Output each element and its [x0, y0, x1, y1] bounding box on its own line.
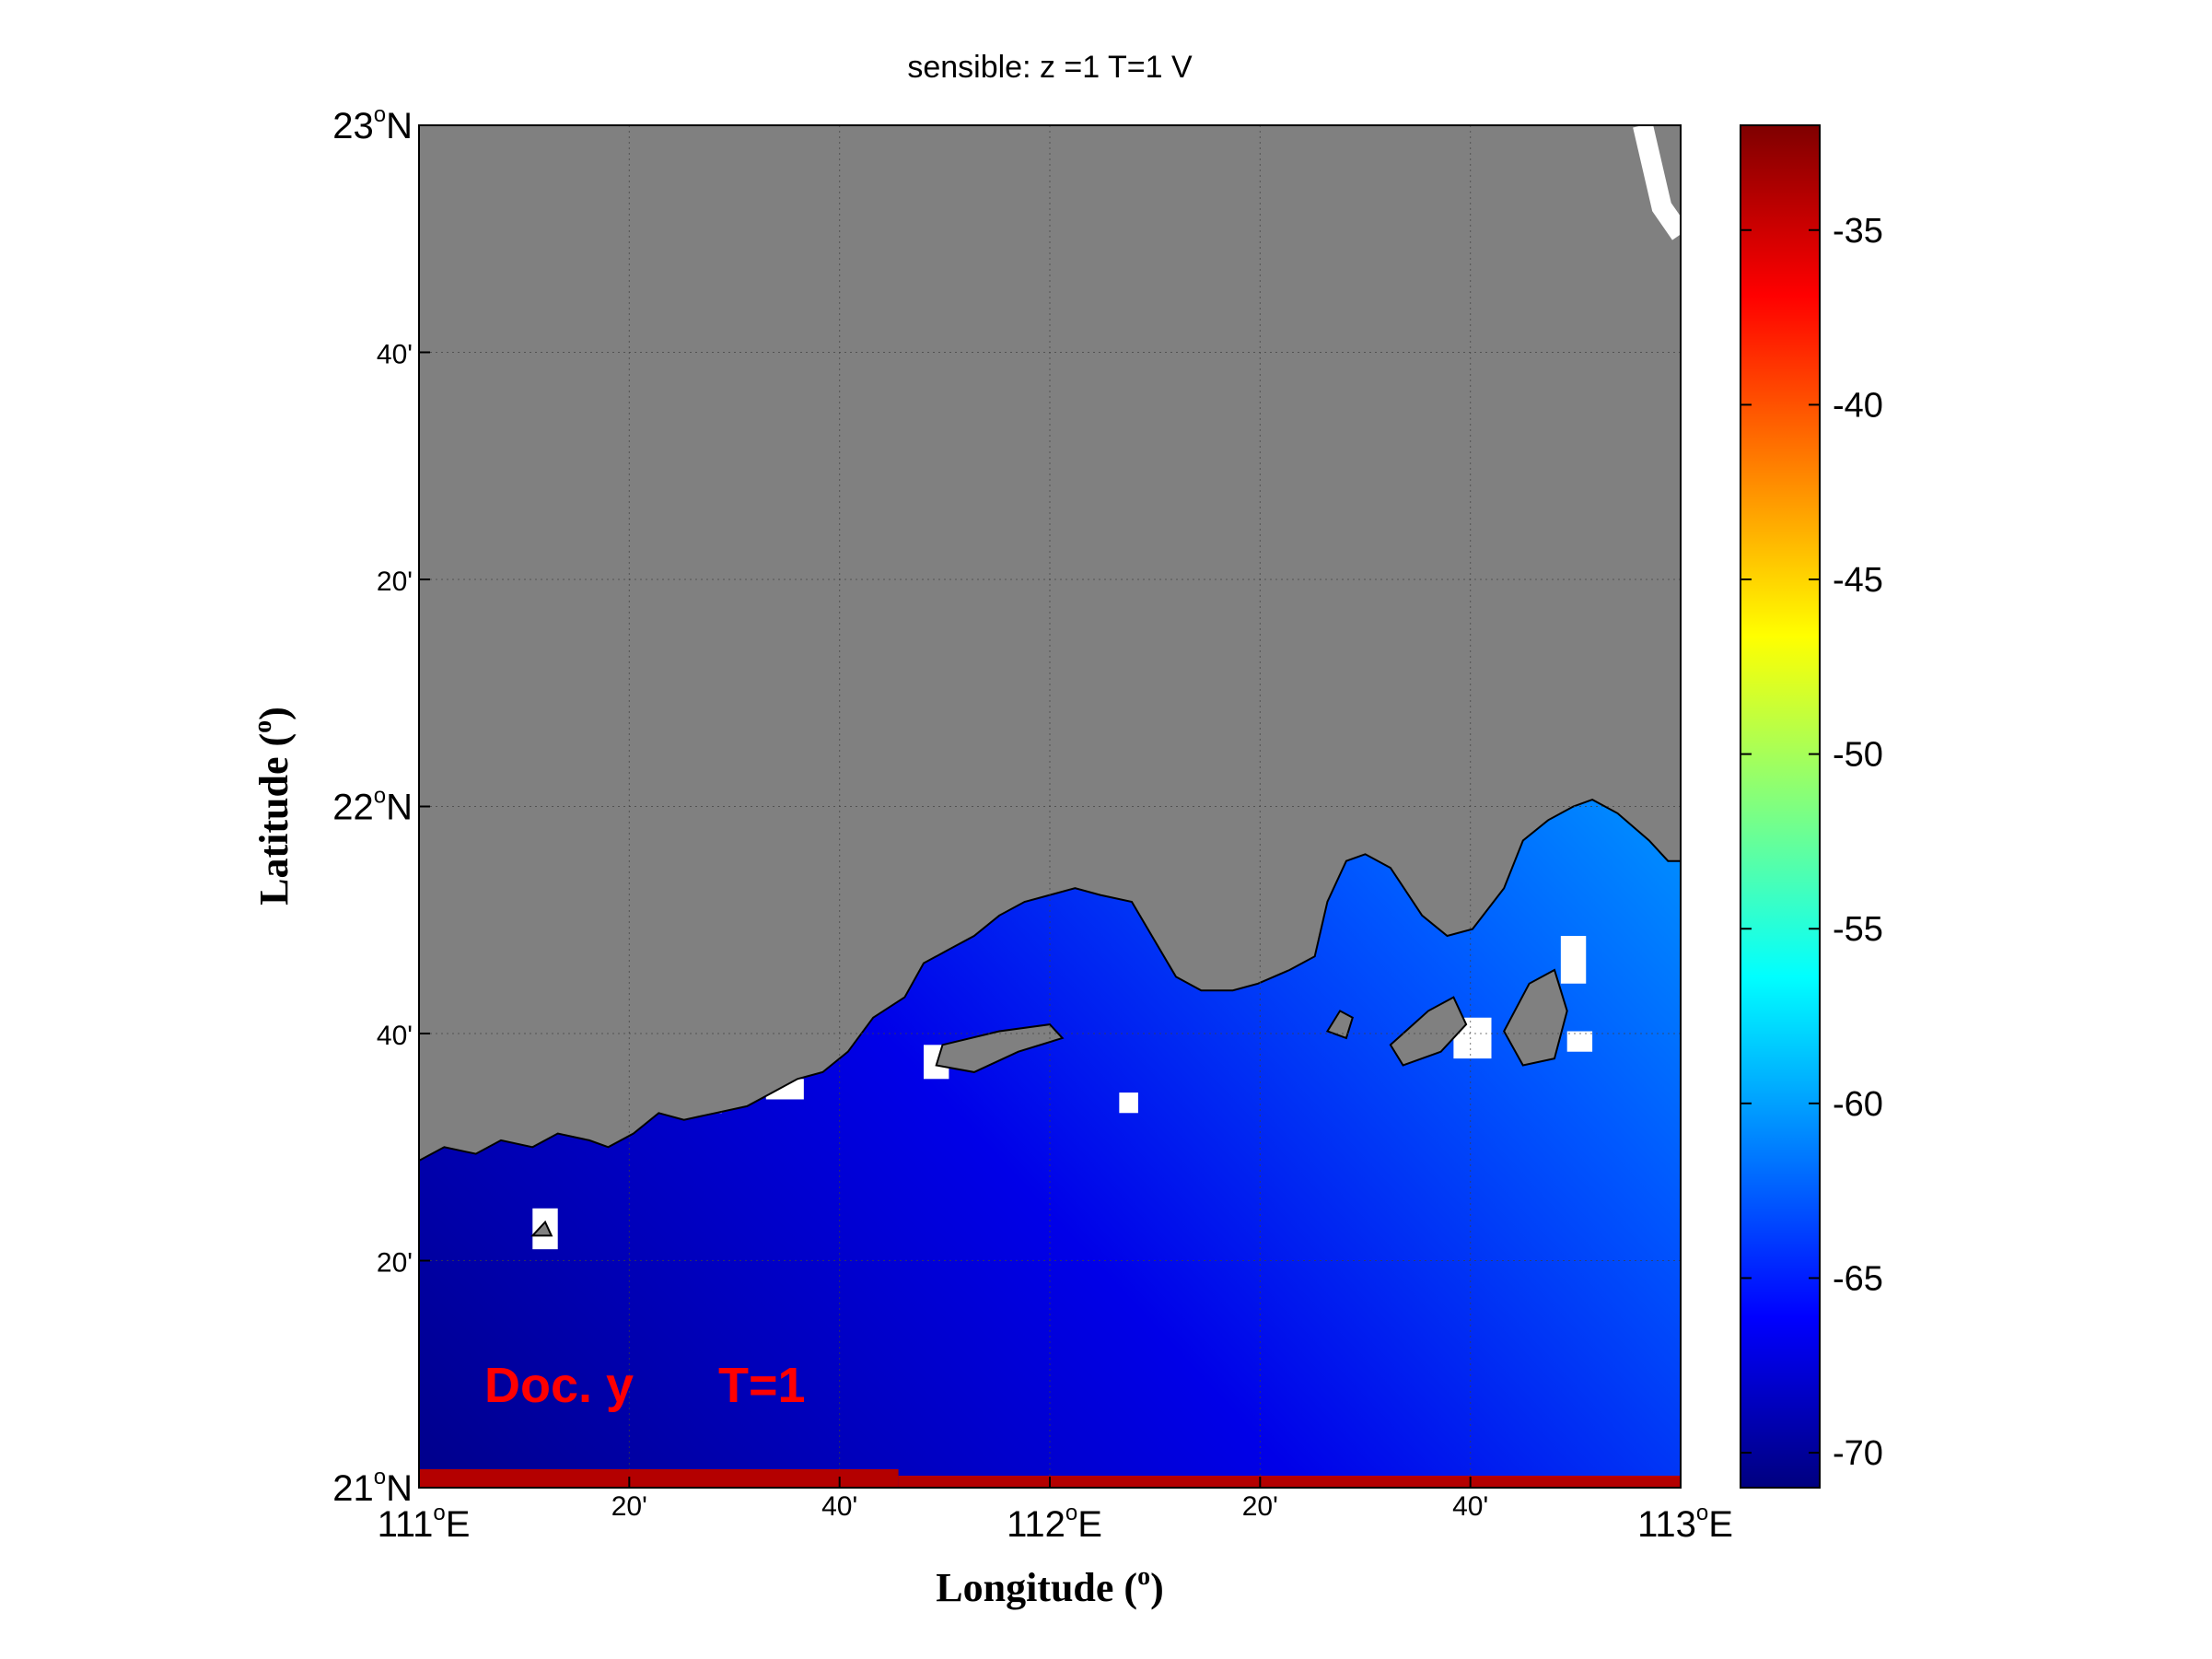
island — [1389, 996, 1468, 1067]
annotation-t: T=1 — [718, 1358, 806, 1413]
colorbar-tick-label: -70 — [1833, 1434, 1883, 1473]
colorbar-gradient — [1740, 124, 1821, 1489]
x-axis-label-end: ) — [1150, 1565, 1164, 1610]
colorbar-tick-label: -50 — [1833, 736, 1883, 775]
x-tick-label-main: 20' — [611, 1491, 647, 1522]
y-tick-label: 40' — [377, 339, 413, 369]
y-tick-label-main: 20' — [377, 567, 413, 597]
map-panel — [419, 125, 1681, 1488]
y-tick-label: 23oN — [332, 102, 413, 146]
x-tick-label-sup: o — [433, 1501, 445, 1525]
y-tick-label-main: 21 — [332, 1468, 374, 1509]
x-tick-label: 113oE — [1637, 1501, 1733, 1545]
strip-segment-east — [898, 1476, 1681, 1488]
y-tick-label-main: 23 — [332, 106, 374, 146]
island — [935, 1023, 1065, 1073]
y-axis-label-sup: o — [249, 720, 277, 733]
bottom-boundary-strip — [419, 1469, 1681, 1488]
y-axis-label-end: ) — [251, 707, 297, 720]
figure-title: sensible: z =1 T=1 V — [907, 50, 1193, 85]
x-tick-label-main: 112 — [1007, 1504, 1065, 1545]
y-axis-label-text: Latitude ( — [251, 733, 297, 905]
island — [530, 1220, 553, 1237]
x-tick-label-suffix: E — [446, 1504, 471, 1545]
x-tick-label: 20' — [1242, 1491, 1278, 1522]
colorbar-ticks: -35 -40 -45 -50 -55 -60 -65 -70 — [1740, 212, 1883, 1473]
x-tick-label: 40' — [1452, 1491, 1488, 1522]
island — [1503, 968, 1568, 1067]
x-tick-label: 40' — [821, 1491, 857, 1522]
colorbar-tick-label: -55 — [1833, 910, 1883, 949]
x-tick-label: 111oE — [378, 1501, 471, 1545]
colorbar: -35 -40 -45 -50 -55 -60 -65 -70 — [1740, 124, 1883, 1489]
strip-segment-west — [419, 1469, 899, 1488]
y-tick-label: 20' — [377, 1248, 413, 1279]
x-tick-label-main: 40' — [821, 1491, 857, 1522]
colorbar-tick-label: -45 — [1833, 561, 1883, 600]
y-tick-label-suffix: N — [386, 1468, 413, 1509]
y-tick-label: 20' — [377, 567, 413, 597]
y-tick-label-main: 40' — [377, 339, 413, 369]
annotation-doc: Doc. y — [484, 1358, 634, 1413]
x-axis-label: Longitude (o) — [936, 1562, 1163, 1610]
x-tick-label-suffix: E — [1708, 1504, 1733, 1545]
missing-data-cell — [1566, 1031, 1593, 1052]
x-tick-label-sup: o — [1065, 1501, 1077, 1525]
x-tick-label-main: 20' — [1242, 1491, 1278, 1522]
colorbar-tick-label: -65 — [1833, 1259, 1883, 1298]
x-axis-label-text: Longitude ( — [936, 1565, 1137, 1610]
x-tick-label-main: 40' — [1452, 1491, 1488, 1522]
land-mass — [419, 125, 1681, 1162]
x-tick-label-suffix: E — [1077, 1504, 1102, 1545]
x-tick-label-main: 111 — [378, 1504, 434, 1545]
y-tick-label-suffix: N — [386, 788, 413, 828]
y-tick-label-main: 20' — [377, 1248, 413, 1279]
y-tick-label-sup: o — [374, 784, 386, 809]
missing-data-cell — [1560, 936, 1587, 984]
y-tick-label-sup: o — [374, 1465, 386, 1490]
y-axis-label: Latitude (o) — [249, 707, 297, 905]
upstream-river — [1633, 125, 1681, 240]
islands — [530, 968, 1568, 1237]
x-tick-label-sup: o — [1696, 1501, 1708, 1525]
y-tick-label-main: 22 — [332, 788, 374, 828]
x-tick-label: 112oE — [1007, 1501, 1102, 1545]
x-tick-label: 20' — [611, 1491, 647, 1522]
missing-data-cell — [1119, 1092, 1138, 1114]
y-tick-label-suffix: N — [386, 106, 413, 146]
colorbar-tick-label: -35 — [1833, 212, 1883, 251]
x-tick-label-main: 113 — [1637, 1504, 1696, 1545]
y-tick-label: 21oN — [332, 1465, 413, 1509]
colorbar-tick-label: -40 — [1833, 386, 1883, 425]
y-tick-label: 22oN — [332, 784, 413, 828]
map-grid — [419, 125, 1681, 1488]
y-tick-label: 40' — [377, 1021, 413, 1051]
island — [1325, 1010, 1355, 1040]
x-axis-label-sup: o — [1137, 1562, 1150, 1591]
colorbar-tick-label: -60 — [1833, 1085, 1883, 1124]
y-tick-label-sup: o — [374, 102, 386, 127]
x-tick-labels: 111oE 20' 40' 112oE 20' 40' 113oE — [378, 1477, 1733, 1545]
y-tick-label-main: 40' — [377, 1021, 413, 1051]
